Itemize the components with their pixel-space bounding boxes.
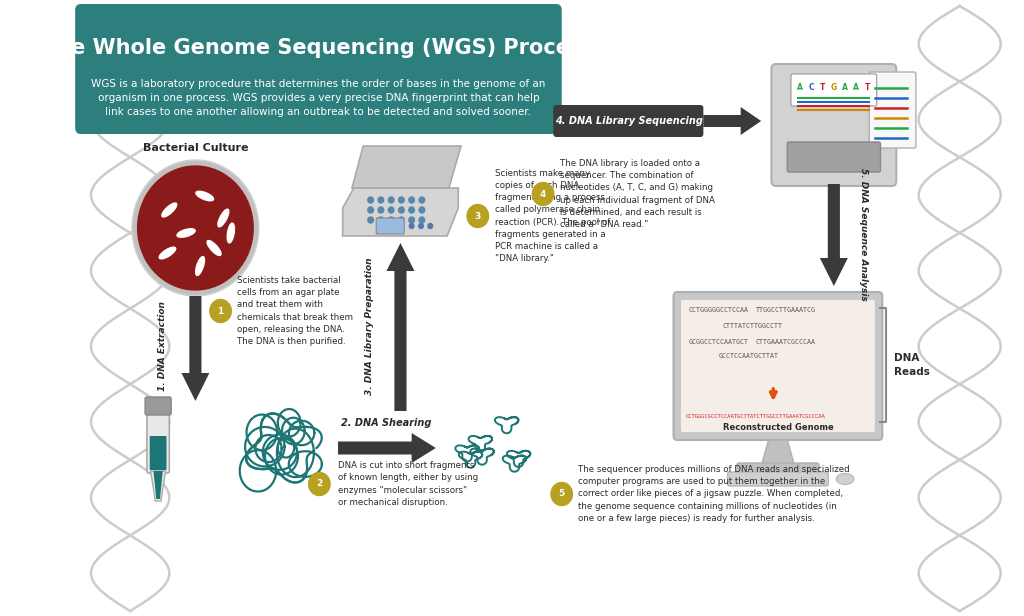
- Circle shape: [388, 197, 394, 203]
- Ellipse shape: [159, 247, 176, 259]
- Text: A: A: [842, 83, 848, 92]
- Circle shape: [467, 205, 488, 227]
- Text: 5: 5: [558, 490, 565, 498]
- Ellipse shape: [218, 209, 228, 227]
- Text: 3. DNA Library Preparation: 3. DNA Library Preparation: [366, 257, 374, 395]
- Circle shape: [409, 197, 415, 203]
- Polygon shape: [181, 296, 209, 401]
- Text: CCTGGGGGCCTCCAA: CCTGGGGGCCTCCAA: [688, 307, 749, 313]
- Text: 1: 1: [217, 307, 223, 315]
- Text: CTTGAAATCGCCCAA: CTTGAAATCGCCCAA: [756, 339, 815, 345]
- Text: 2. DNA Shearing: 2. DNA Shearing: [341, 418, 432, 428]
- Polygon shape: [352, 146, 461, 188]
- FancyBboxPatch shape: [376, 218, 404, 234]
- Circle shape: [137, 166, 253, 290]
- Circle shape: [398, 207, 404, 213]
- FancyBboxPatch shape: [771, 64, 896, 186]
- Text: The DNA library is loaded onto a
sequencer. The combination of
nucleotides (A, T: The DNA library is loaded onto a sequenc…: [560, 159, 715, 229]
- Circle shape: [210, 299, 231, 323]
- FancyBboxPatch shape: [791, 74, 877, 106]
- Polygon shape: [820, 184, 848, 286]
- Text: GCGGCCTCCAATGCT: GCGGCCTCCAATGCT: [688, 339, 749, 345]
- Polygon shape: [761, 440, 795, 466]
- FancyBboxPatch shape: [737, 463, 819, 474]
- Polygon shape: [343, 188, 459, 236]
- Circle shape: [410, 224, 414, 229]
- Text: Reconstructed Genome: Reconstructed Genome: [723, 424, 834, 432]
- Text: T: T: [864, 83, 870, 92]
- Text: A: A: [853, 83, 859, 92]
- Circle shape: [419, 197, 425, 203]
- FancyBboxPatch shape: [150, 436, 167, 470]
- Text: Scientists make many
copies of each DNA
fragment using a process
called polymera: Scientists make many copies of each DNA …: [495, 169, 610, 263]
- Text: 2: 2: [316, 479, 323, 488]
- Text: G: G: [830, 83, 837, 92]
- Text: 1. DNA Extraction: 1. DNA Extraction: [159, 301, 167, 391]
- FancyBboxPatch shape: [75, 4, 562, 134]
- Circle shape: [388, 207, 394, 213]
- Polygon shape: [386, 243, 415, 411]
- Text: Bacterial Culture: Bacterial Culture: [142, 143, 248, 153]
- Circle shape: [398, 217, 404, 223]
- Text: 5. DNA Sequence Analysis: 5. DNA Sequence Analysis: [859, 168, 868, 301]
- Circle shape: [368, 217, 374, 223]
- Text: TTGGCCTTGAAATCG: TTGGCCTTGAAATCG: [756, 307, 815, 313]
- FancyBboxPatch shape: [146, 404, 169, 473]
- Text: CTTTATCTTGGCCTT: CTTTATCTTGGCCTT: [722, 323, 782, 329]
- Circle shape: [368, 207, 374, 213]
- FancyBboxPatch shape: [674, 292, 883, 440]
- Text: T: T: [820, 83, 825, 92]
- Circle shape: [551, 482, 572, 506]
- Circle shape: [419, 217, 425, 223]
- Ellipse shape: [196, 256, 205, 275]
- Text: 4. DNA Library Sequencing: 4. DNA Library Sequencing: [555, 116, 702, 126]
- Circle shape: [378, 207, 384, 213]
- Circle shape: [409, 207, 415, 213]
- Circle shape: [378, 217, 384, 223]
- Circle shape: [308, 472, 330, 495]
- Polygon shape: [338, 433, 436, 463]
- Text: DNA
Reads: DNA Reads: [894, 353, 930, 377]
- Ellipse shape: [177, 229, 196, 237]
- Text: CCTGGGCGCCTCCAATGCTTATCTTGGCCTTGAAATCGCCCAA: CCTGGGCGCCTCCAATGCTTATCTTGGCCTTGAAATCGCC…: [686, 414, 825, 419]
- Text: GCCTCCAATGCTTAT: GCCTCCAATGCTTAT: [718, 353, 778, 359]
- Circle shape: [378, 197, 384, 203]
- Circle shape: [532, 182, 554, 206]
- Text: DNA is cut into short fragments
of known length, either by using
enzymes "molecu: DNA is cut into short fragments of known…: [338, 461, 478, 507]
- FancyBboxPatch shape: [681, 300, 874, 432]
- Text: 3: 3: [475, 211, 481, 221]
- Text: A: A: [798, 83, 803, 92]
- Circle shape: [368, 197, 374, 203]
- Circle shape: [419, 224, 423, 229]
- FancyBboxPatch shape: [869, 72, 915, 148]
- Text: 4: 4: [540, 190, 546, 198]
- Ellipse shape: [837, 474, 853, 484]
- FancyBboxPatch shape: [728, 472, 828, 486]
- Ellipse shape: [207, 240, 221, 256]
- Circle shape: [388, 217, 394, 223]
- FancyBboxPatch shape: [145, 397, 171, 415]
- Text: The sequencer produces millions of DNA reads and specialized
computer programs a: The sequencer produces millions of DNA r…: [579, 465, 850, 523]
- Circle shape: [419, 207, 425, 213]
- Text: C: C: [809, 83, 814, 92]
- Circle shape: [398, 197, 404, 203]
- FancyBboxPatch shape: [787, 142, 881, 172]
- Ellipse shape: [227, 223, 234, 243]
- Text: Scientists take bacterial
cells from an agar plate
and treat them with
chemicals: Scientists take bacterial cells from an …: [238, 276, 353, 346]
- Text: The Whole Genome Sequencing (WGS) Process: The Whole Genome Sequencing (WGS) Proces…: [42, 38, 595, 58]
- Text: WGS is a laboratory procedure that determines the order of bases in the genome o: WGS is a laboratory procedure that deter…: [91, 79, 546, 117]
- FancyBboxPatch shape: [553, 105, 703, 137]
- Circle shape: [409, 217, 415, 223]
- Ellipse shape: [162, 203, 177, 217]
- Polygon shape: [154, 471, 163, 499]
- Polygon shape: [151, 471, 166, 501]
- Ellipse shape: [196, 191, 214, 201]
- Circle shape: [132, 160, 259, 296]
- Polygon shape: [703, 107, 761, 135]
- Circle shape: [428, 224, 432, 229]
